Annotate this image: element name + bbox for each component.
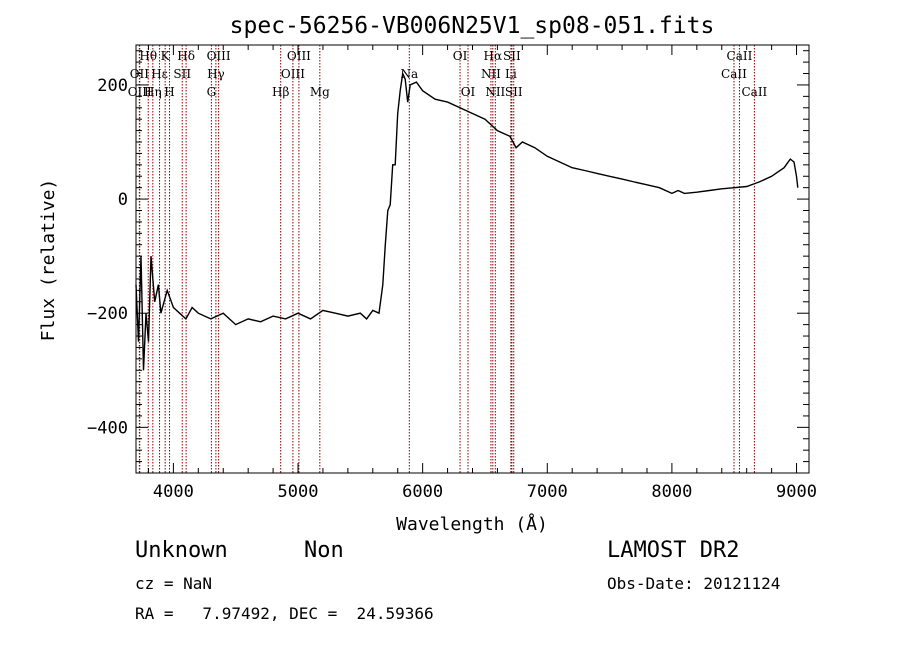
x-tick-label: 4000 [153,482,194,502]
reference-line-label: NII [481,67,501,81]
reference-line-label: CaII [721,67,747,81]
coordinates: RA = 7.97492, DEC = 24.59366 [135,604,434,623]
reference-line-label: NII [485,85,505,99]
reference-line-label: Hβ [272,85,289,99]
reference-line-label: Hδ [177,49,195,63]
reference-line-label: Hα [484,49,503,63]
observation-date: Obs-Date: 20121124 [607,574,781,593]
y-axis-label: Flux (relative) [38,179,59,342]
reference-line-label: Hθ [139,49,157,63]
reference-lines [138,45,755,473]
x-tick-label: 5000 [278,482,319,502]
reference-line-label: K [161,49,171,63]
chart-title: spec-56256-VB006N25V1_sp08-051.fits [230,13,715,39]
reference-line-label: SII [503,49,521,63]
x-tick-label: 6000 [402,482,443,502]
reference-line-label: Li [505,67,517,81]
survey-name: LAMOST DR2 [607,538,740,563]
reference-line-label: OIII [287,49,311,63]
plot-frame [135,44,810,474]
x-tick-label: 8000 [651,482,692,502]
reference-line-label: G [207,85,217,99]
reference-line-label: OIII [207,49,231,63]
reference-line-label: Hγ [207,67,225,81]
x-tick-label: 9000 [776,482,817,502]
reference-line-label: OI [453,49,468,63]
object-subclass: Non [304,538,344,563]
y-tick-label: −200 [87,304,128,324]
redshift-cz: cz = NaN [135,574,213,593]
reference-line-label: OIII [281,67,305,81]
object-class: Unknown [135,538,228,563]
reference-line-label: SII [505,85,523,99]
reference-line-label: CaII [741,85,767,99]
reference-line-label: CaII [727,49,753,63]
reference-line-label: SII [173,67,191,81]
reference-line-label: Mg [310,85,330,99]
reference-line-label: OIII [128,85,152,99]
x-tick-label: 7000 [527,482,568,502]
reference-line-label: Hη [144,85,162,99]
reference-line-label: Hε [151,67,168,81]
reference-line-label: OI [461,85,476,99]
y-tick-label: 0 [118,190,128,210]
y-tick-label: 200 [97,76,128,96]
x-axis-ticks: 4000 5000 6000 7000 8000 9000 [147,45,817,502]
y-tick-label: −400 [87,418,128,438]
spectrum-line [135,70,799,371]
x-axis-label: Wavelength (Å) [396,513,548,535]
y-axis-ticks: −400 −200 0 200 [87,50,809,463]
reference-line-label: H [164,85,174,99]
